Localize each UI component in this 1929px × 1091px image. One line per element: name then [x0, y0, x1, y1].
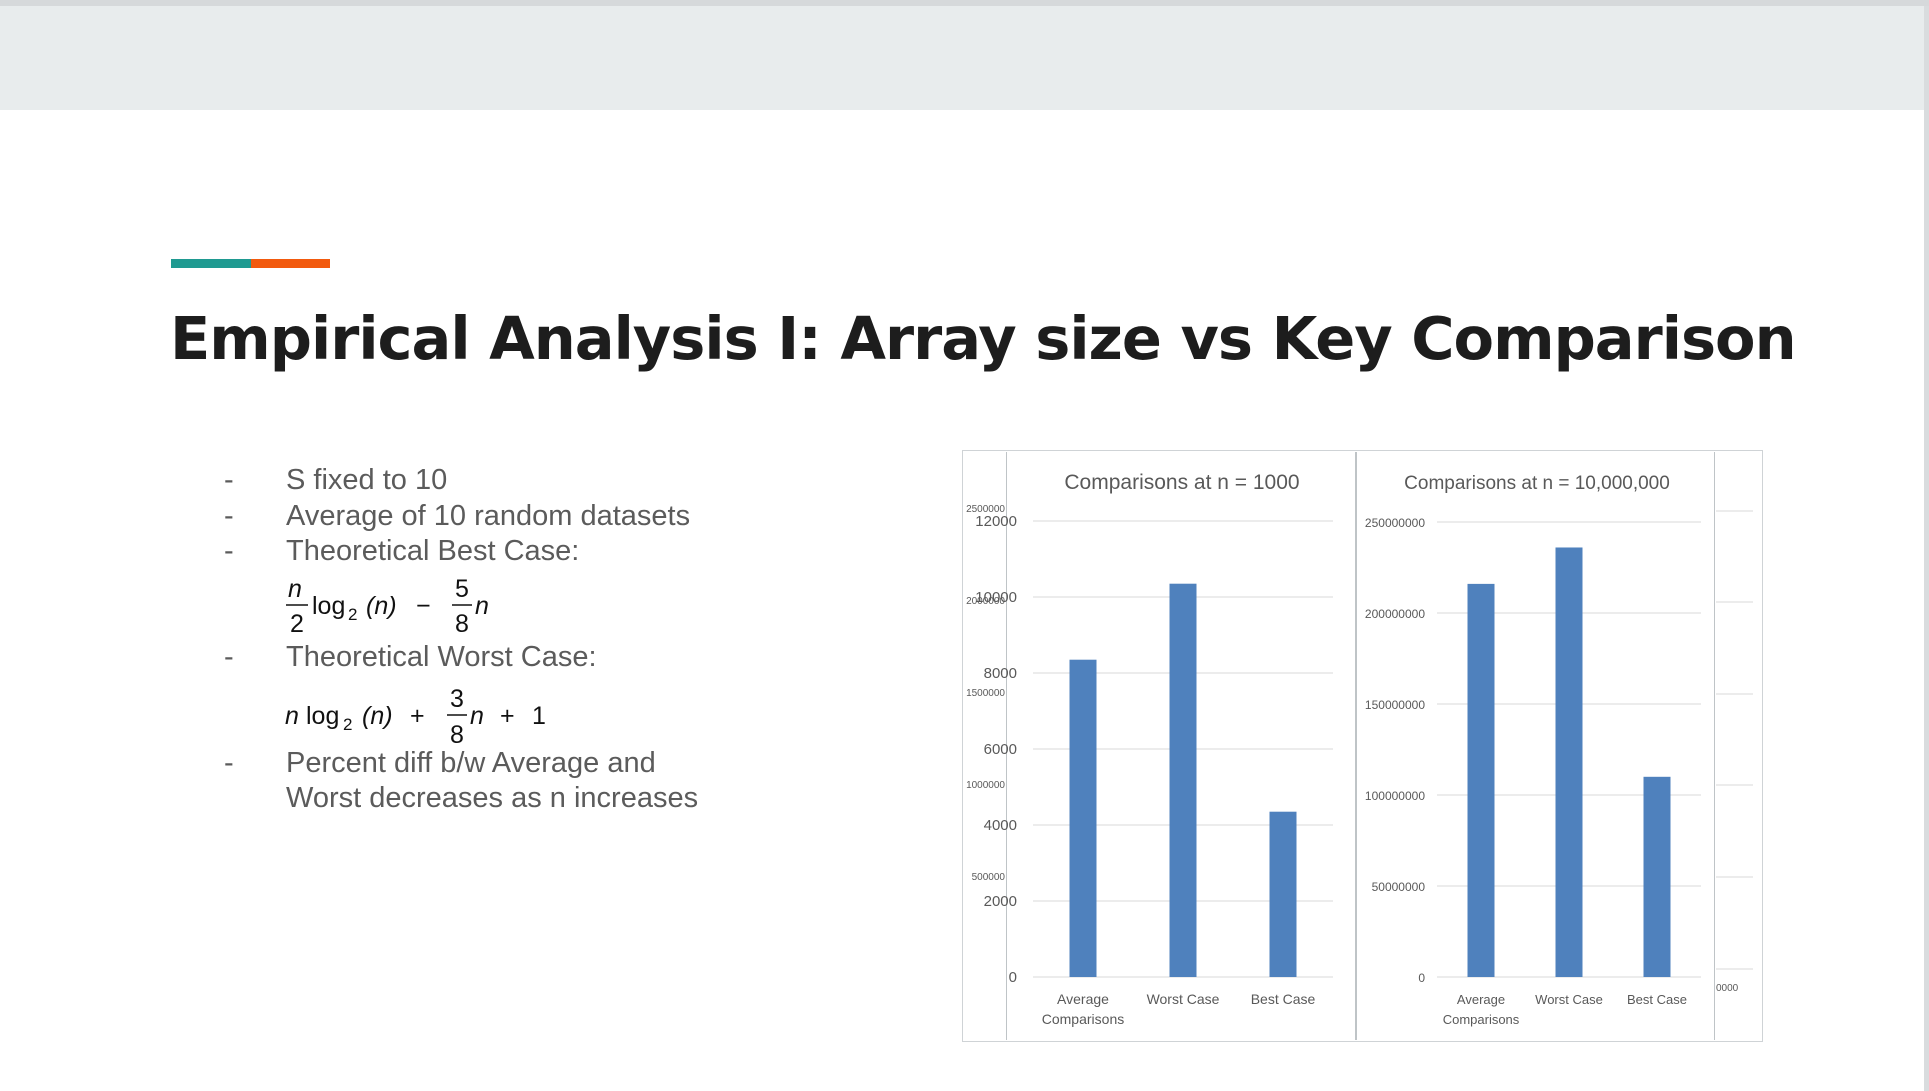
bullet-dash: -	[224, 641, 234, 673]
chart2-chart-title: Comparisons at n = 10,000,000	[1404, 473, 1670, 494]
bullet-text: S fixed to 10	[286, 464, 448, 496]
right-partial-tick-label: 0000	[1716, 983, 1739, 994]
chart-image: 500000 1000000 1500000 2000000 2500000 0000 Co…	[962, 450, 1763, 1042]
formula-best-base: 2	[348, 605, 357, 624]
formula-worst-one: 1	[532, 702, 546, 730]
chart2-y-tick-label: 50000000	[1372, 880, 1426, 894]
bullet-text: Theoretical Best Case:	[286, 535, 580, 567]
chart1-x-tick-label: Average	[1057, 991, 1109, 1007]
formula-best-n-den: 2	[290, 610, 304, 638]
formula-worst-plus2: +	[500, 702, 515, 730]
chart2-bar	[1467, 583, 1495, 977]
chart1-y-tick-label: 6000	[984, 741, 1017, 758]
chart2-x-tick-label: Comparisons	[1443, 1012, 1520, 1027]
top-border	[0, 0, 1929, 6]
bullet-dash: -	[224, 747, 234, 779]
bullet-text: Average of 10 random datasets	[286, 500, 691, 532]
title-accent-orange	[251, 259, 330, 268]
chart2-x-tick-label: Worst Case	[1535, 992, 1603, 1007]
charts-svg: 50000010000001500000200000025000000000Co…	[966, 452, 1753, 1040]
chart1-bar	[1269, 811, 1297, 977]
formula-best-log: log	[312, 592, 345, 620]
bullet-text: Theoretical Worst Case:	[286, 641, 597, 673]
bullet-text: Worst decreases as n increases	[286, 782, 699, 814]
left-partial-tick-label: 2000000	[966, 596, 1005, 607]
bullet-dash: -	[224, 535, 234, 567]
chart1-x-tick-label: Comparisons	[1042, 1011, 1124, 1027]
formula-worst-log: log	[306, 702, 339, 730]
slide-right-edge	[1924, 6, 1929, 1091]
slide-title: Empirical Analysis I: Array size vs Key …	[170, 304, 1797, 373]
panel-divider-right	[1714, 452, 1715, 1040]
formula-worst-plus: +	[410, 702, 425, 730]
formula-worst-lead: n	[285, 702, 299, 730]
chart2-y-tick-label: 0	[1418, 971, 1425, 985]
panel-divider-left	[1006, 452, 1007, 1040]
left-partial-tick-label: 2500000	[966, 504, 1005, 515]
formula-best-arg: (n)	[366, 592, 397, 620]
formula-worst-tail: n	[470, 702, 484, 730]
formula-best-minus: −	[416, 592, 431, 620]
bullet-dash: -	[224, 464, 234, 496]
bullet-dash: -	[224, 500, 234, 532]
chart2-x-tick-label: Best Case	[1627, 992, 1687, 1007]
chart1-y-tick-label: 12000	[975, 513, 1017, 530]
chart1-x-tick-label: Worst Case	[1147, 991, 1220, 1007]
chart1-y-tick-label: 4000	[984, 817, 1017, 834]
panel-divider-middle	[1355, 452, 1357, 1040]
formula-best-frac-den: 8	[455, 610, 469, 638]
chart1-chart-title: Comparisons at n = 1000	[1064, 471, 1299, 494]
left-partial-tick-label: 500000	[972, 872, 1006, 883]
formula-worst-arg: (n)	[362, 702, 393, 730]
chart1-y-tick-label: 10000	[975, 589, 1017, 606]
chart1-x-tick-label: Best Case	[1251, 991, 1316, 1007]
chart1-y-tick-label: 0	[1009, 969, 1017, 986]
formula-worst-base: 2	[343, 715, 352, 734]
chart2-bar	[1643, 776, 1671, 977]
formula-best-case: n 2 log 2 (n) − 5 8 n	[286, 575, 489, 638]
chart1-y-tick-label: 2000	[984, 893, 1017, 910]
formula-best-n-num: n	[288, 575, 302, 603]
chart1-bar	[1169, 583, 1197, 977]
formula-worst-case: n log 2 (n) + 3 8 n + 1	[285, 685, 546, 749]
left-partial-tick-label: 1000000	[966, 780, 1005, 791]
left-partial-tick-label: 1500000	[966, 688, 1005, 699]
chart2-y-tick-label: 200000000	[1365, 607, 1425, 621]
chart2-y-tick-label: 250000000	[1365, 516, 1425, 530]
chart2-bar	[1555, 547, 1583, 977]
bullet-text: Percent diff b/w Average and	[286, 747, 656, 779]
formula-best-tail: n	[475, 592, 489, 620]
chart2-y-tick-label: 100000000	[1365, 789, 1425, 803]
formula-worst-frac-num: 3	[450, 685, 464, 713]
chart1-y-tick-label: 8000	[984, 665, 1017, 682]
chart2-y-tick-label: 150000000	[1365, 698, 1425, 712]
formula-best-frac-num: 5	[455, 575, 469, 603]
chart1-bar	[1069, 659, 1097, 977]
chart2-x-tick-label: Average	[1457, 992, 1505, 1007]
top-banner	[0, 6, 1929, 110]
title-accent-teal	[171, 259, 251, 268]
